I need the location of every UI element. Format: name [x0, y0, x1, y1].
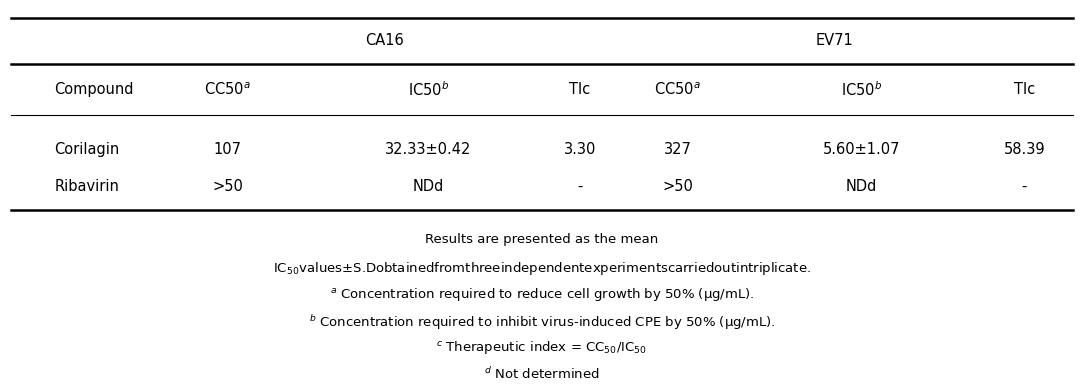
Text: $^b$ Concentration required to inhibit virus-induced CPE by 50% (μg/mL).: $^b$ Concentration required to inhibit v… — [309, 313, 775, 332]
Text: $^a$ Concentration required to reduce cell growth by 50% (μg/mL).: $^a$ Concentration required to reduce ce… — [330, 286, 754, 303]
Text: -: - — [578, 179, 582, 194]
Text: CA16: CA16 — [365, 33, 404, 48]
Text: >50: >50 — [212, 179, 243, 194]
Text: NDd: NDd — [413, 179, 443, 194]
Text: -: - — [1022, 179, 1027, 194]
Text: 327: 327 — [663, 142, 692, 157]
Text: 107: 107 — [214, 142, 242, 157]
Text: >50: >50 — [662, 179, 693, 194]
Text: TIc: TIc — [569, 82, 591, 97]
Text: $^c$ Therapeutic index = CC$_{50}$/IC$_{50}$: $^c$ Therapeutic index = CC$_{50}$/IC$_{… — [437, 339, 647, 356]
Text: EV71: EV71 — [816, 33, 853, 48]
Text: 3.30: 3.30 — [564, 142, 596, 157]
Text: Corilagin: Corilagin — [54, 142, 119, 157]
Text: IC50$^b$: IC50$^b$ — [841, 80, 882, 99]
Text: Ribavirin: Ribavirin — [54, 179, 119, 194]
Text: $^d$ Not determined: $^d$ Not determined — [485, 366, 599, 382]
Text: IC$_{50}$values±S.Dobtainedfromthreeindependentexperimentscarriedoutintriplicate: IC$_{50}$values±S.Dobtainedfromthreeinde… — [273, 260, 811, 277]
Text: TIc: TIc — [1014, 82, 1035, 97]
Text: 58.39: 58.39 — [1004, 142, 1045, 157]
Text: Compound: Compound — [54, 82, 133, 97]
Text: 32.33±0.42: 32.33±0.42 — [385, 142, 472, 157]
Text: 5.60±1.07: 5.60±1.07 — [823, 142, 901, 157]
Text: NDd: NDd — [847, 179, 877, 194]
Text: CC50$^a$: CC50$^a$ — [654, 81, 701, 98]
Text: CC50$^a$: CC50$^a$ — [204, 81, 251, 98]
Text: IC50$^b$: IC50$^b$ — [408, 80, 449, 99]
Text: Results are presented as the mean: Results are presented as the mean — [425, 233, 659, 246]
